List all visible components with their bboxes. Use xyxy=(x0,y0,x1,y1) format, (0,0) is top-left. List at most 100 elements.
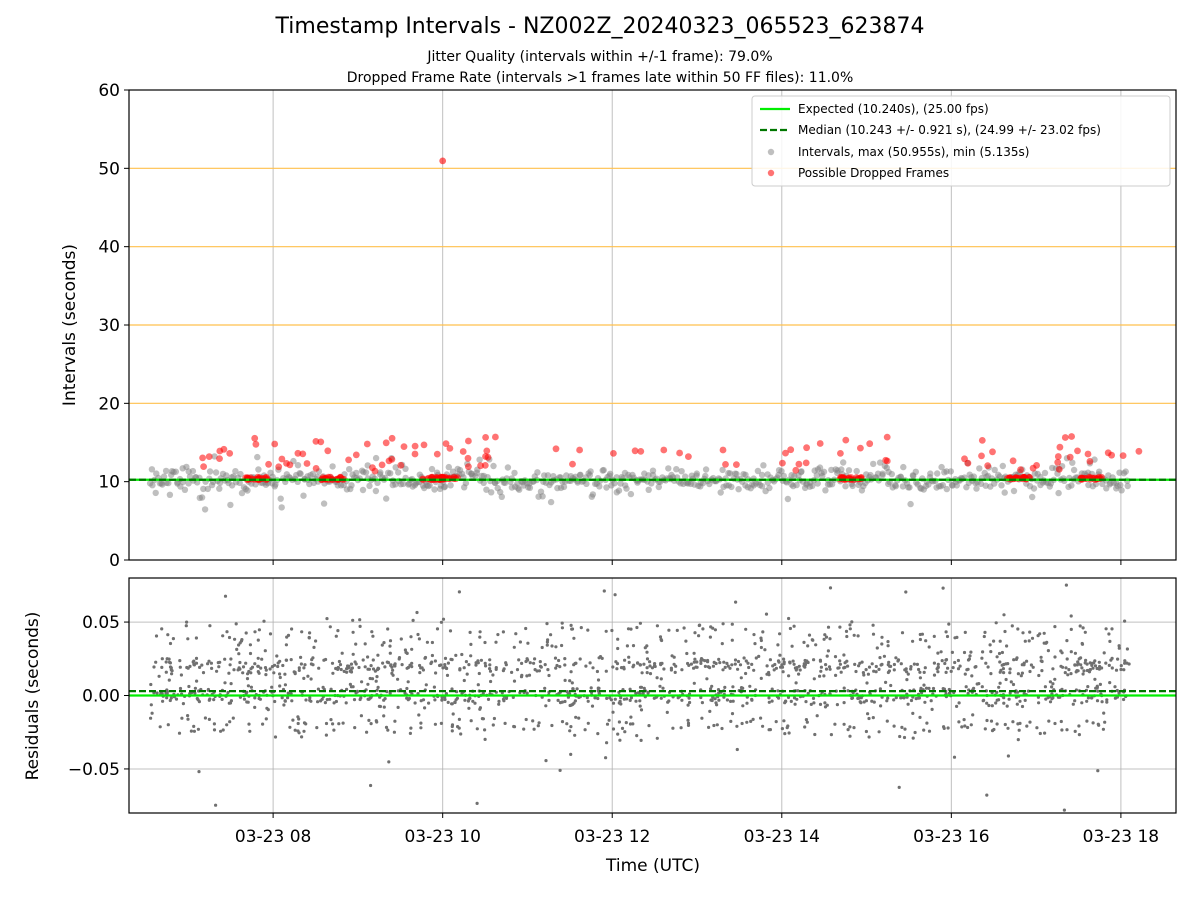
dropped-frame-point xyxy=(1104,449,1112,457)
residual-point xyxy=(894,696,898,700)
residual-point xyxy=(995,722,999,726)
residual-point xyxy=(366,655,370,659)
residual-point xyxy=(198,665,202,670)
residual-point xyxy=(826,625,831,629)
residual-point xyxy=(1073,729,1077,734)
residual-point xyxy=(918,715,922,720)
residual-point xyxy=(339,667,343,672)
xtick-label: 03-23 12 xyxy=(574,827,650,847)
xtick-label: 03-23 14 xyxy=(744,827,820,847)
residual-point xyxy=(1081,626,1085,630)
residual-point xyxy=(1008,691,1012,695)
residual-point xyxy=(328,697,332,701)
residual-point xyxy=(1000,650,1005,655)
residual-point xyxy=(578,657,582,661)
interval-point xyxy=(1055,489,1062,497)
residual-point xyxy=(746,661,750,665)
dropped-frame-point xyxy=(782,449,789,457)
dropped-frame-point xyxy=(1061,434,1069,441)
residual-point xyxy=(611,701,616,705)
residual-point xyxy=(692,651,696,655)
residual-point xyxy=(1016,672,1021,676)
residual-point xyxy=(192,724,196,729)
residual-point xyxy=(399,637,403,641)
interval-point xyxy=(845,467,853,474)
interval-point xyxy=(426,482,433,489)
interval-point xyxy=(876,459,884,466)
residual-point xyxy=(845,634,849,639)
residual-point xyxy=(543,686,547,690)
residual-point xyxy=(645,671,649,675)
interval-point xyxy=(441,483,449,490)
residual-point xyxy=(940,659,944,663)
interval-point xyxy=(277,495,284,502)
residual-point xyxy=(371,658,375,662)
residual-point xyxy=(770,699,774,703)
residual-point xyxy=(620,726,625,731)
residual-point xyxy=(563,699,567,704)
residual-point xyxy=(596,732,600,736)
residual-point xyxy=(158,725,162,729)
residual-point xyxy=(945,634,950,639)
residual-point xyxy=(1018,699,1022,703)
residual-point xyxy=(880,635,884,639)
residual-point xyxy=(1014,657,1019,662)
residual-point xyxy=(1031,665,1035,669)
residual-point xyxy=(1083,661,1087,665)
residual-point xyxy=(966,658,971,662)
residual-point xyxy=(989,650,993,654)
residual-point xyxy=(772,668,776,672)
residual-point xyxy=(302,729,306,733)
residual-point xyxy=(537,721,541,725)
residual-point xyxy=(486,697,491,702)
residual-point xyxy=(168,641,173,646)
residual-point xyxy=(481,691,485,696)
interval-point xyxy=(166,491,174,498)
dropped-frame-point xyxy=(1055,466,1063,473)
residual-point xyxy=(244,631,248,635)
residual-point xyxy=(1090,696,1094,700)
residual-point xyxy=(289,658,293,662)
residual-point xyxy=(747,665,751,670)
interval-point xyxy=(526,484,534,491)
residual-point xyxy=(454,698,458,702)
residual-point xyxy=(212,728,217,732)
interval-point xyxy=(870,460,877,468)
residual-point xyxy=(1011,720,1015,724)
residual-point xyxy=(1062,808,1066,812)
residual-point xyxy=(324,733,328,737)
residual-point xyxy=(631,722,635,726)
dropped-frame-point xyxy=(1029,464,1037,472)
residual-point xyxy=(1085,668,1089,673)
residual-point xyxy=(628,698,632,703)
residual-point xyxy=(997,651,1002,656)
residual-point xyxy=(803,725,807,729)
residual-point xyxy=(642,686,646,691)
residual-point xyxy=(247,722,251,726)
residual-point xyxy=(441,666,445,670)
residual-point xyxy=(631,665,635,669)
residual-point xyxy=(699,695,703,700)
residual-point xyxy=(650,666,655,670)
residual-point xyxy=(450,729,454,733)
interval-point xyxy=(927,470,934,477)
residual-point xyxy=(846,728,850,732)
residual-point xyxy=(985,718,989,723)
dropped-frame-point xyxy=(837,450,844,457)
residual-point xyxy=(752,668,756,672)
residual-point xyxy=(560,643,564,648)
residual-point xyxy=(1030,636,1035,640)
residual-point xyxy=(953,636,957,640)
residual-point xyxy=(648,664,652,668)
residual-point xyxy=(718,661,722,665)
interval-point xyxy=(149,482,156,489)
interval-point xyxy=(148,466,156,473)
residual-point xyxy=(1046,649,1050,653)
interval-point xyxy=(702,472,709,480)
residual-point xyxy=(943,661,947,666)
residual-point xyxy=(619,696,623,700)
residual-point xyxy=(715,703,719,707)
residual-point xyxy=(572,636,576,640)
residual-point xyxy=(540,645,544,650)
residual-point xyxy=(787,731,791,735)
